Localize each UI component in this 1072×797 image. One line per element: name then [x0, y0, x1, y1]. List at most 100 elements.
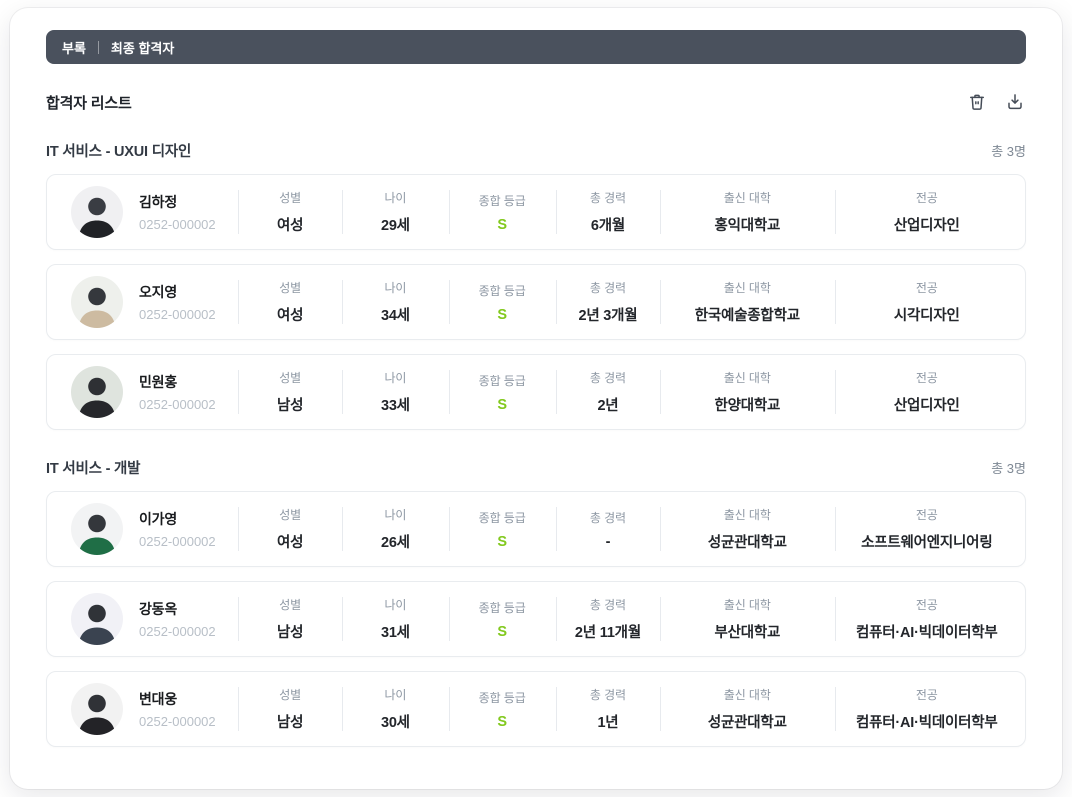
field-value: 33세: [380, 398, 410, 414]
field-major: 전공 소프트웨어엔지니어링: [834, 492, 1019, 566]
delete-button[interactable]: [966, 91, 988, 113]
field-label: 전공: [915, 598, 938, 612]
candidate-row[interactable]: 민원홍 0252-000002 성별 남성 나이 33세 종합 등급 S 총 경력 2년 출신 …: [46, 354, 1026, 430]
candidate-profile: 김하정 0252-000002: [71, 175, 238, 249]
candidate-id: 0252-000002: [139, 397, 216, 412]
candidate-id: 0252-000002: [139, 714, 216, 729]
field-career: 총 경력 6개월: [555, 175, 660, 249]
candidate-id: 0252-000002: [139, 624, 216, 639]
field-value: 여성: [276, 218, 304, 234]
field-label: 출신 대학: [723, 598, 771, 612]
field-value: 2년 11개월: [574, 625, 641, 641]
field-career: 총 경력 2년 3개월: [555, 265, 660, 339]
candidate-fields: 성별 여성 나이 34세 종합 등급 S 총 경력 2년 3개월 출신 대학 한국예술종합학교 전공…: [238, 265, 1019, 339]
field-gender: 성별 여성: [238, 265, 342, 339]
field-value: S: [497, 533, 507, 550]
field-gender: 성별 남성: [238, 355, 342, 429]
list-header: 합격자 리스트: [46, 91, 1026, 113]
field-career: 총 경력 2년: [555, 355, 660, 429]
breadcrumb-bar: 부록 최종 합격자: [46, 30, 1026, 64]
field-career: 총 경력 1년: [555, 672, 660, 746]
candidate-row[interactable]: 오지영 0252-000002 성별 여성 나이 34세 종합 등급 S 총 경력 2년 3개…: [46, 264, 1026, 340]
field-value: 2년: [597, 398, 619, 414]
field-age: 나이 30세: [342, 672, 448, 746]
candidate-row[interactable]: 김하정 0252-000002 성별 여성 나이 29세 종합 등급 S 총 경력 6개월 출신…: [46, 174, 1026, 250]
candidate-fields: 성별 남성 나이 30세 종합 등급 S 총 경력 1년 출신 대학 성균관대학교 전공 컴퓨터·AI…: [238, 672, 1019, 746]
avatar: [71, 683, 123, 735]
download-button[interactable]: [1004, 91, 1026, 113]
field-value: S: [497, 396, 507, 413]
field-value: S: [497, 623, 507, 640]
candidate-profile: 강동옥 0252-000002: [71, 582, 238, 656]
field-grade: 종합 등급 S: [448, 265, 556, 339]
field-value: 시각디자인: [893, 308, 960, 324]
avatar-photo: [71, 593, 123, 645]
field-gender: 성별 남성: [238, 672, 342, 746]
field-value: 부산대학교: [714, 625, 781, 641]
candidate-id: 0252-000002: [139, 217, 216, 232]
field-age: 나이 26세: [342, 492, 448, 566]
candidate-row[interactable]: 강동옥 0252-000002 성별 남성 나이 31세 종합 등급 S 총 경력 2년 11…: [46, 581, 1026, 657]
trash-icon: [967, 92, 987, 112]
candidate-row[interactable]: 변대웅 0252-000002 성별 남성 나이 30세 종합 등급 S 총 경력 1년 출신 …: [46, 671, 1026, 747]
field-label: 출신 대학: [723, 191, 771, 205]
field-grade: 종합 등급 S: [448, 355, 556, 429]
section-rows: 김하정 0252-000002 성별 여성 나이 29세 종합 등급 S 총 경력 6개월 출신…: [46, 174, 1026, 430]
candidate-fields: 성별 남성 나이 31세 종합 등급 S 총 경력 2년 11개월 출신 대학 부산대학교 전공 컴퓨…: [238, 582, 1019, 656]
field-label: 출신 대학: [723, 688, 771, 702]
field-gender: 성별 여성: [238, 492, 342, 566]
field-label: 종합 등급: [478, 510, 526, 525]
avatar: [71, 503, 123, 555]
field-value: S: [497, 216, 507, 233]
sections-container: IT 서비스 - UXUI 디자인 총 3명 김하정 0252-000002 성…: [46, 140, 1026, 747]
avatar: [71, 593, 123, 645]
section-count: 총 3명: [991, 144, 1026, 159]
section-title: IT 서비스 - UXUI 디자인: [46, 144, 192, 160]
section-head: IT 서비스 - UXUI 디자인 총 3명: [46, 140, 1026, 161]
candidate-name: 민원홍: [139, 374, 178, 390]
field-major: 전공 시각디자인: [834, 265, 1019, 339]
field-gender: 성별 남성: [238, 582, 342, 656]
candidate-profile: 이가영 0252-000002: [71, 492, 238, 566]
section-rows: 이가영 0252-000002 성별 여성 나이 26세 종합 등급 S 총 경력 - 출신 대…: [46, 491, 1026, 747]
section-title: IT 서비스 - 개발: [46, 461, 141, 477]
field-value: 1년: [597, 715, 619, 731]
field-label: 성별: [279, 191, 302, 205]
field-age: 나이 29세: [342, 175, 448, 249]
field-label: 종합 등급: [478, 373, 526, 388]
field-age: 나이 31세: [342, 582, 448, 656]
field-label: 종합 등급: [478, 193, 526, 208]
field-value: 컴퓨터·AI·빅데이터학부: [855, 625, 998, 641]
field-label: 출신 대학: [723, 281, 771, 295]
field-label: 성별: [279, 598, 302, 612]
field-value: 소프트웨어엔지니어링: [861, 535, 993, 551]
field-grade: 종합 등급 S: [448, 492, 556, 566]
candidate-fields: 성별 여성 나이 26세 종합 등급 S 총 경력 - 출신 대학 성균관대학교 전공 소프트웨어엔지…: [238, 492, 1019, 566]
avatar: [71, 366, 123, 418]
field-label: 전공: [915, 191, 938, 205]
candidate-section: IT 서비스 - UXUI 디자인 총 3명 김하정 0252-000002 성…: [46, 140, 1026, 430]
field-age: 나이 33세: [342, 355, 448, 429]
field-label: 나이: [384, 371, 407, 385]
field-label: 나이: [384, 598, 407, 612]
field-university: 출신 대학 성균관대학교: [660, 672, 834, 746]
page-subtitle: 최종 합격자: [110, 40, 175, 56]
field-value: S: [497, 713, 507, 730]
field-value: 남성: [276, 398, 304, 414]
profile-text: 오지영 0252-000002: [139, 282, 216, 322]
field-label: 총 경력: [589, 371, 626, 385]
candidate-name: 강동옥: [139, 601, 178, 617]
field-grade: 종합 등급 S: [448, 672, 556, 746]
field-value: 한국예술종합학교: [694, 308, 800, 324]
download-icon: [1005, 92, 1025, 112]
candidate-row[interactable]: 이가영 0252-000002 성별 여성 나이 26세 종합 등급 S 총 경력 - 출신 대…: [46, 491, 1026, 567]
breadcrumb-divider: [97, 40, 99, 54]
toolbar-actions: [966, 91, 1026, 113]
field-major: 전공 산업디자인: [834, 175, 1019, 249]
field-grade: 종합 등급 S: [448, 582, 556, 656]
profile-text: 이가영 0252-000002: [139, 509, 216, 549]
